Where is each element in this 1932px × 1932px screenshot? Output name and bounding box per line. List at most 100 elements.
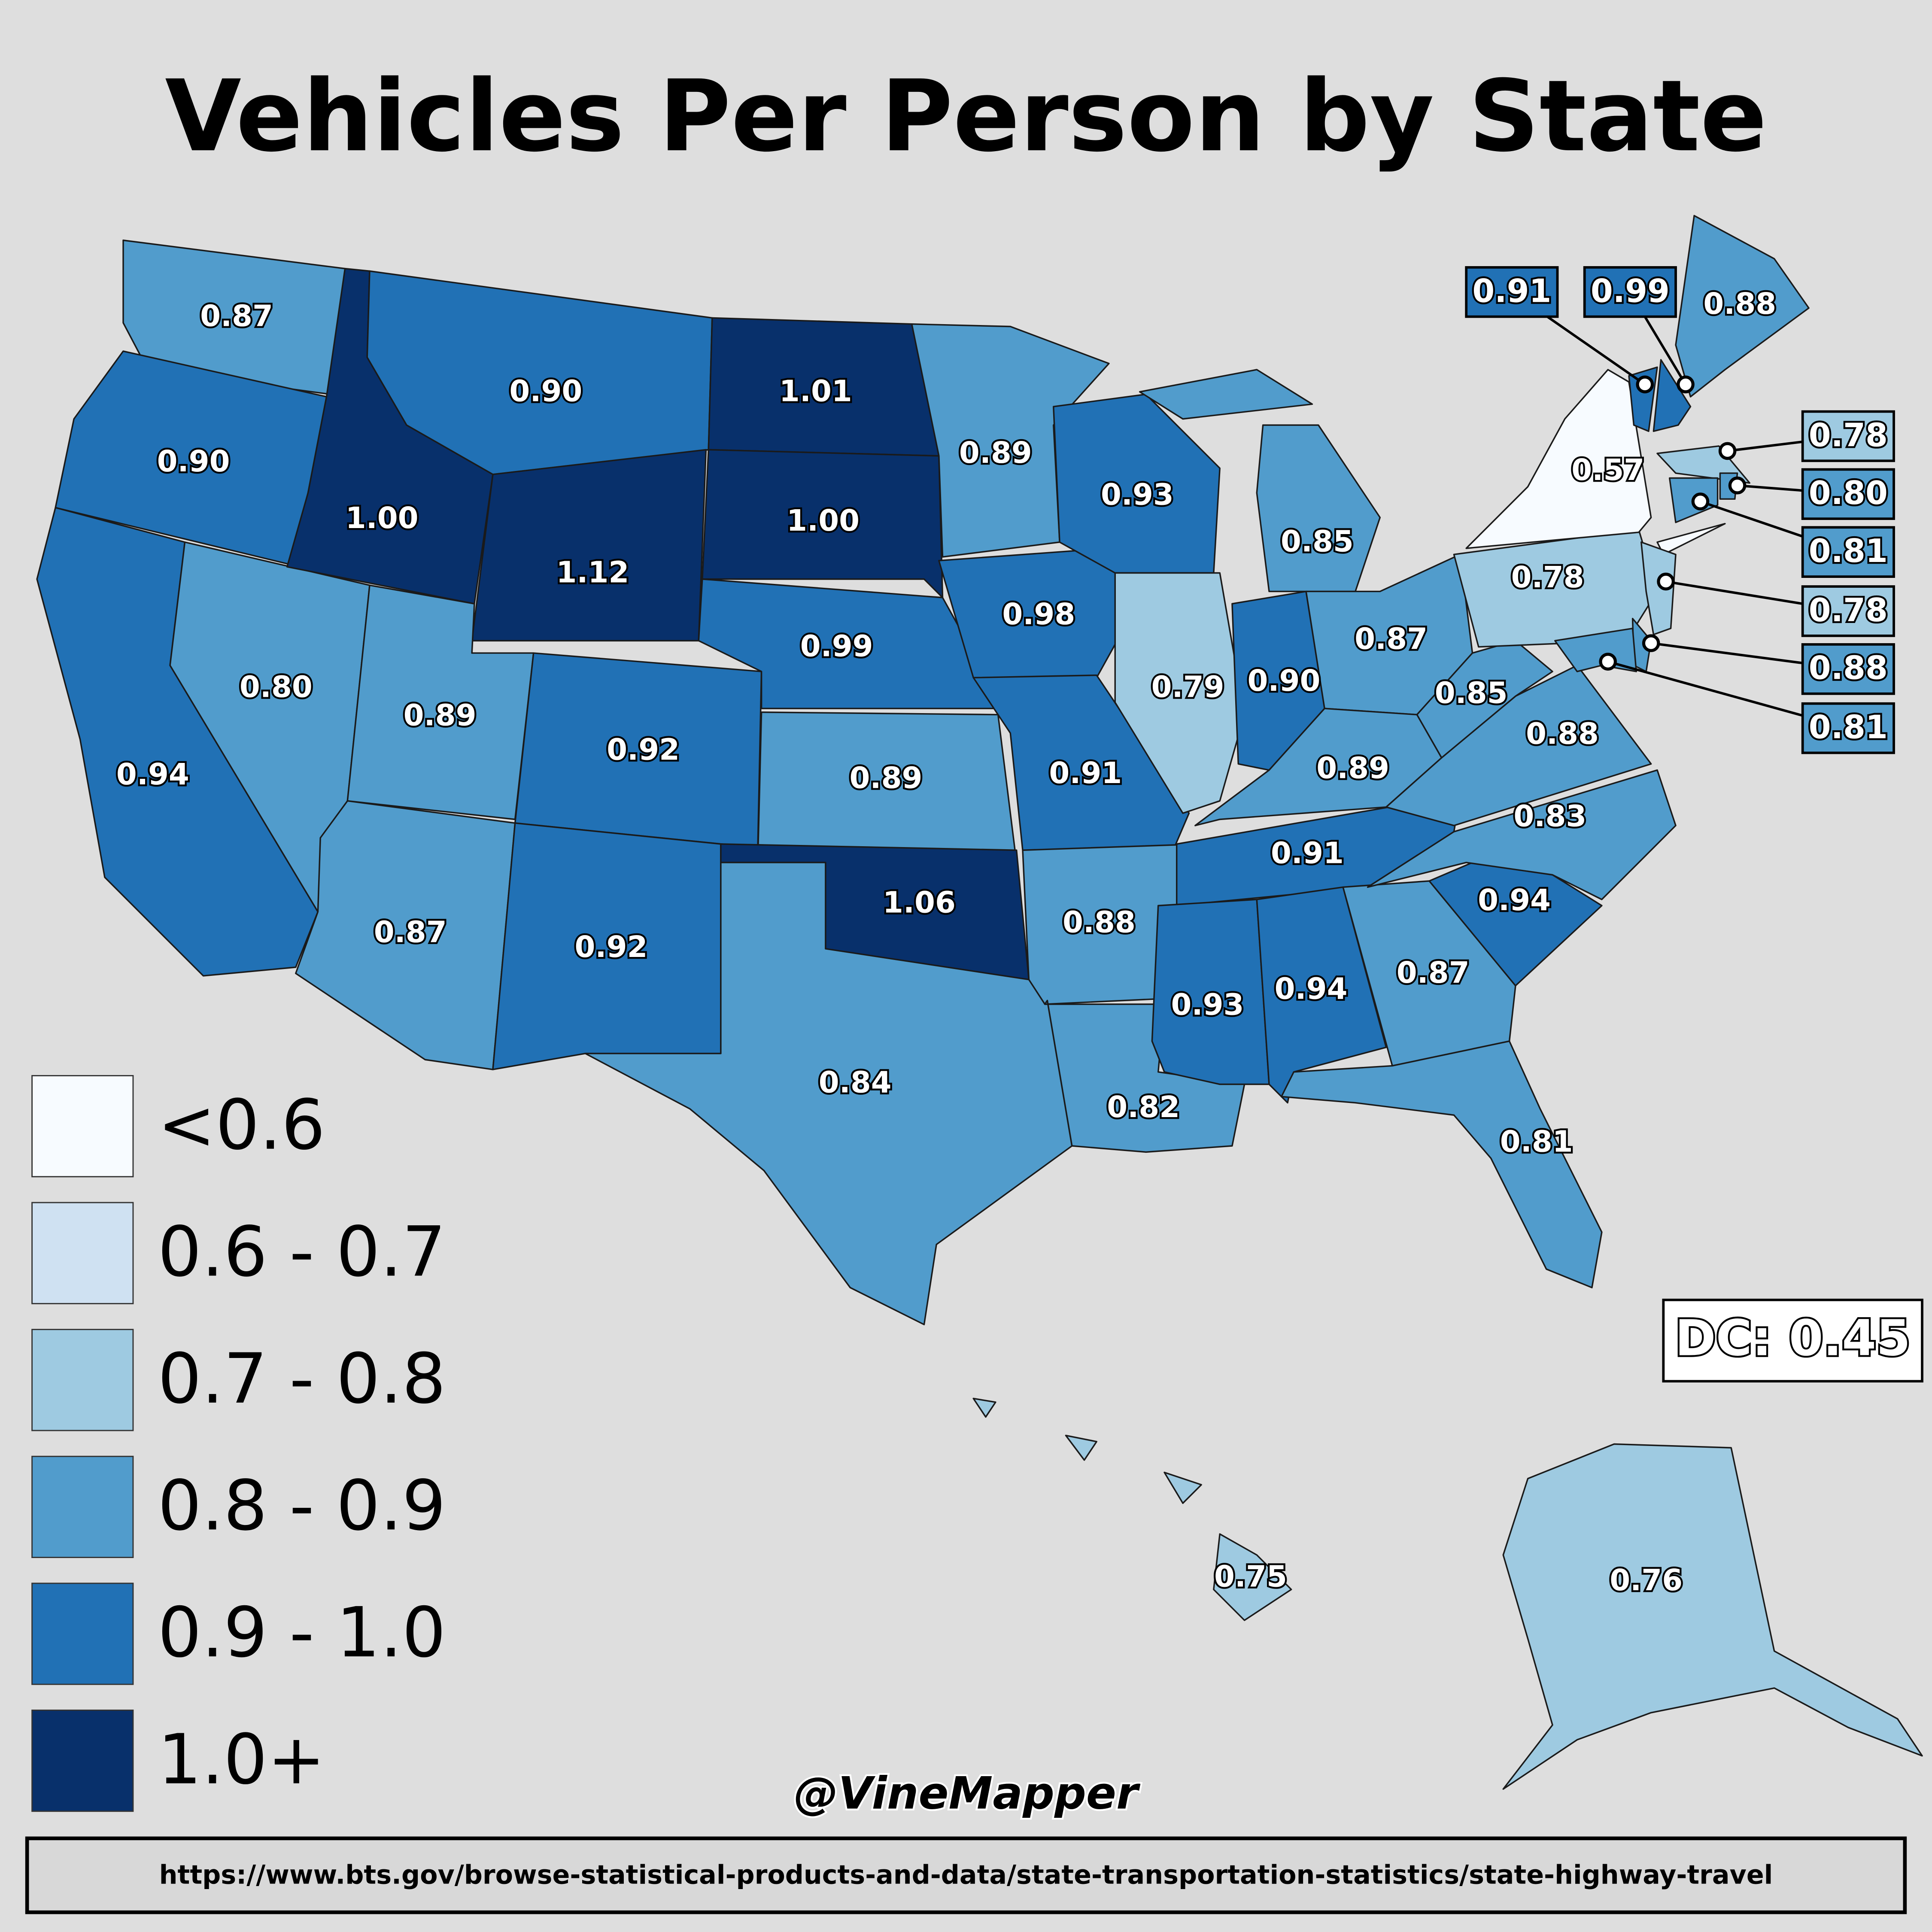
state-shape bbox=[584, 862, 1073, 1325]
state-shape bbox=[702, 449, 944, 598]
state-label: 0.94 bbox=[1275, 972, 1348, 1006]
legend-swatch bbox=[31, 1583, 134, 1685]
state-label: 0.78 bbox=[1511, 560, 1584, 595]
state-label: 0.79 bbox=[1151, 670, 1224, 704]
state-label: 0.94 bbox=[1478, 883, 1551, 917]
state-label: 0.75 bbox=[1214, 1559, 1287, 1594]
state-label: 0.94 bbox=[116, 757, 189, 792]
state-shape bbox=[1465, 369, 1652, 549]
state-label: 0.98 bbox=[1002, 597, 1075, 632]
state-label: 0.87 bbox=[374, 915, 447, 949]
callout-box bbox=[1583, 266, 1677, 318]
state-labels: 0.87 0.90 0.94 0.80 1.00 0.90 1.12 0.89 0.92 0.87… bbox=[115, 266, 1895, 1599]
state-label: 0.84 bbox=[819, 1066, 892, 1100]
title: Vehicles Per Person by State bbox=[165, 59, 1767, 174]
state-shape bbox=[1416, 640, 1553, 759]
state-label: 0.93 bbox=[1101, 478, 1174, 512]
state-label: 0.88 bbox=[1526, 717, 1599, 751]
state-label: 0.92 bbox=[607, 733, 680, 767]
callout-label: 0.78 bbox=[1809, 416, 1888, 454]
state-label: 1.00 bbox=[787, 504, 860, 538]
state-shape bbox=[1428, 862, 1603, 987]
state-shape bbox=[1114, 572, 1245, 814]
callout-box bbox=[1801, 410, 1895, 462]
callout-tip bbox=[1636, 375, 1654, 394]
callout-label: 0.80 bbox=[1809, 474, 1888, 512]
dc-note: DC: 0.45 bbox=[1675, 1310, 1911, 1367]
callout-tip bbox=[1599, 653, 1617, 671]
legend-label: 0.9 - 1.0 bbox=[158, 1592, 446, 1673]
legend-label: 0.6 - 0.7 bbox=[158, 1212, 446, 1292]
state-label: 1.06 bbox=[883, 886, 956, 920]
callout-box bbox=[1465, 266, 1559, 318]
callout-box bbox=[1801, 585, 1895, 637]
state-label: 0.89 bbox=[959, 436, 1032, 470]
callout-box bbox=[1801, 702, 1895, 754]
state-label: 0.99 bbox=[800, 629, 873, 664]
state-label: 0.89 bbox=[404, 698, 477, 732]
callout-tip bbox=[1728, 476, 1747, 495]
callout-label: 0.99 bbox=[1591, 273, 1670, 310]
legend: <0.6 0.6 - 0.7 0.7 - 0.8 0.8 - 0.9 0.9 - 1.0… bbox=[31, 1075, 446, 1812]
state-shape bbox=[972, 1397, 996, 1418]
state-shape bbox=[1675, 215, 1810, 398]
callout-label: 0.78 bbox=[1809, 592, 1888, 629]
state-label: 0.88 bbox=[1063, 905, 1136, 939]
state-shape bbox=[1367, 769, 1677, 900]
state-label: 0.90 bbox=[1247, 664, 1320, 698]
callout-label: 0.88 bbox=[1809, 650, 1888, 687]
state-label: 0.91 bbox=[1049, 756, 1122, 790]
state-label: 0.81 bbox=[1500, 1124, 1573, 1159]
legend-swatch bbox=[31, 1709, 134, 1812]
state-shape bbox=[1065, 1434, 1097, 1461]
state-label: 0.93 bbox=[1171, 988, 1244, 1022]
dc-box bbox=[1662, 1298, 1923, 1383]
states bbox=[36, 215, 1923, 1790]
source-box bbox=[25, 1836, 1907, 1914]
state-shape bbox=[698, 578, 1005, 709]
state-label: 0.92 bbox=[575, 930, 648, 964]
state-label: 0.57 bbox=[1571, 453, 1644, 487]
callout-tip bbox=[1657, 572, 1675, 591]
legend-swatch bbox=[31, 1455, 134, 1558]
callout-label: 0.81 bbox=[1809, 708, 1888, 746]
legend-swatch bbox=[31, 1202, 134, 1304]
state-shape bbox=[1640, 541, 1677, 635]
state-shape bbox=[1163, 1471, 1202, 1504]
legend-label: 1.0+ bbox=[158, 1719, 325, 1800]
state-label: 0.89 bbox=[1316, 751, 1389, 786]
state-label: 0.85 bbox=[1435, 676, 1508, 711]
state-shape bbox=[1502, 1443, 1923, 1790]
state-label: 0.80 bbox=[240, 670, 313, 704]
credit: @VineMapper bbox=[794, 1768, 1141, 1820]
state-label: 0.88 bbox=[1703, 287, 1776, 321]
callout-tip bbox=[1642, 634, 1660, 652]
legend-label: <0.6 bbox=[158, 1085, 325, 1165]
legend-label: 0.8 - 0.9 bbox=[158, 1465, 446, 1546]
callout-box bbox=[1801, 643, 1895, 695]
callout-label: 0.81 bbox=[1809, 532, 1888, 570]
state-label: 1.00 bbox=[346, 501, 419, 535]
state-shape bbox=[471, 449, 707, 642]
source: https://www.bts.gov/browse-statistical-p… bbox=[159, 1860, 1773, 1890]
state-label: 0.85 bbox=[1281, 525, 1354, 559]
state-label: 0.90 bbox=[157, 444, 230, 479]
state-label: 0.82 bbox=[1107, 1090, 1180, 1124]
state-label: 0.76 bbox=[1610, 1563, 1683, 1598]
state-label: 0.89 bbox=[850, 761, 923, 796]
legend-swatch bbox=[31, 1075, 134, 1178]
state-label: 0.83 bbox=[1513, 799, 1586, 834]
state-label: 0.90 bbox=[509, 374, 582, 409]
state-shape bbox=[1139, 369, 1313, 420]
state-shape bbox=[1280, 1040, 1603, 1288]
callout-tip bbox=[1691, 492, 1710, 510]
state-label: 0.87 bbox=[1355, 622, 1428, 656]
state-label: 0.87 bbox=[1397, 956, 1470, 990]
callout-tip bbox=[1677, 375, 1695, 394]
state-shape bbox=[1213, 1533, 1292, 1621]
state-shape bbox=[1342, 880, 1516, 1067]
legend-swatch bbox=[31, 1329, 134, 1431]
state-label: 0.91 bbox=[1271, 836, 1344, 871]
state-label: 0.87 bbox=[200, 299, 273, 333]
